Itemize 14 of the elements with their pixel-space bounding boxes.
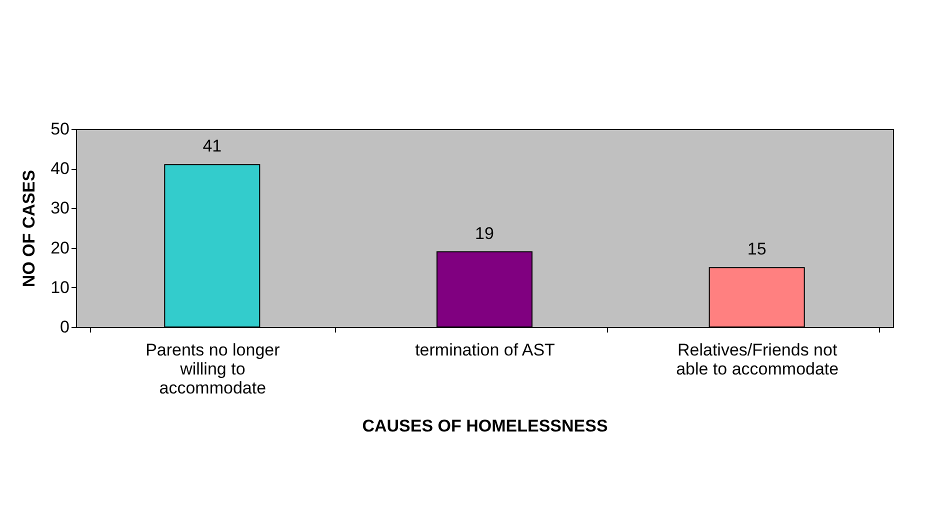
y-tick-label: 10 (50, 278, 70, 297)
x-tick-label: Parents no longer willing to accommodate (146, 340, 280, 398)
x-tick-label: Relatives/Friends not able to accommodate (676, 340, 839, 378)
y-tick-label: 50 (50, 120, 70, 138)
data-label: 15 (747, 240, 766, 259)
y-tick-label: 0 (60, 318, 70, 336)
data-label: 19 (475, 224, 494, 243)
y-tick-label: 40 (50, 159, 70, 178)
y-tick-label: 30 (50, 198, 70, 218)
x-axis-title: CAUSES OF HOMELESSNESS (362, 416, 608, 436)
y-axis-title: NO OF CASES (20, 170, 39, 288)
x-tick-label: termination of AST (415, 340, 555, 360)
y-tick-label: 20 (50, 238, 70, 258)
data-label: 41 (202, 136, 222, 156)
